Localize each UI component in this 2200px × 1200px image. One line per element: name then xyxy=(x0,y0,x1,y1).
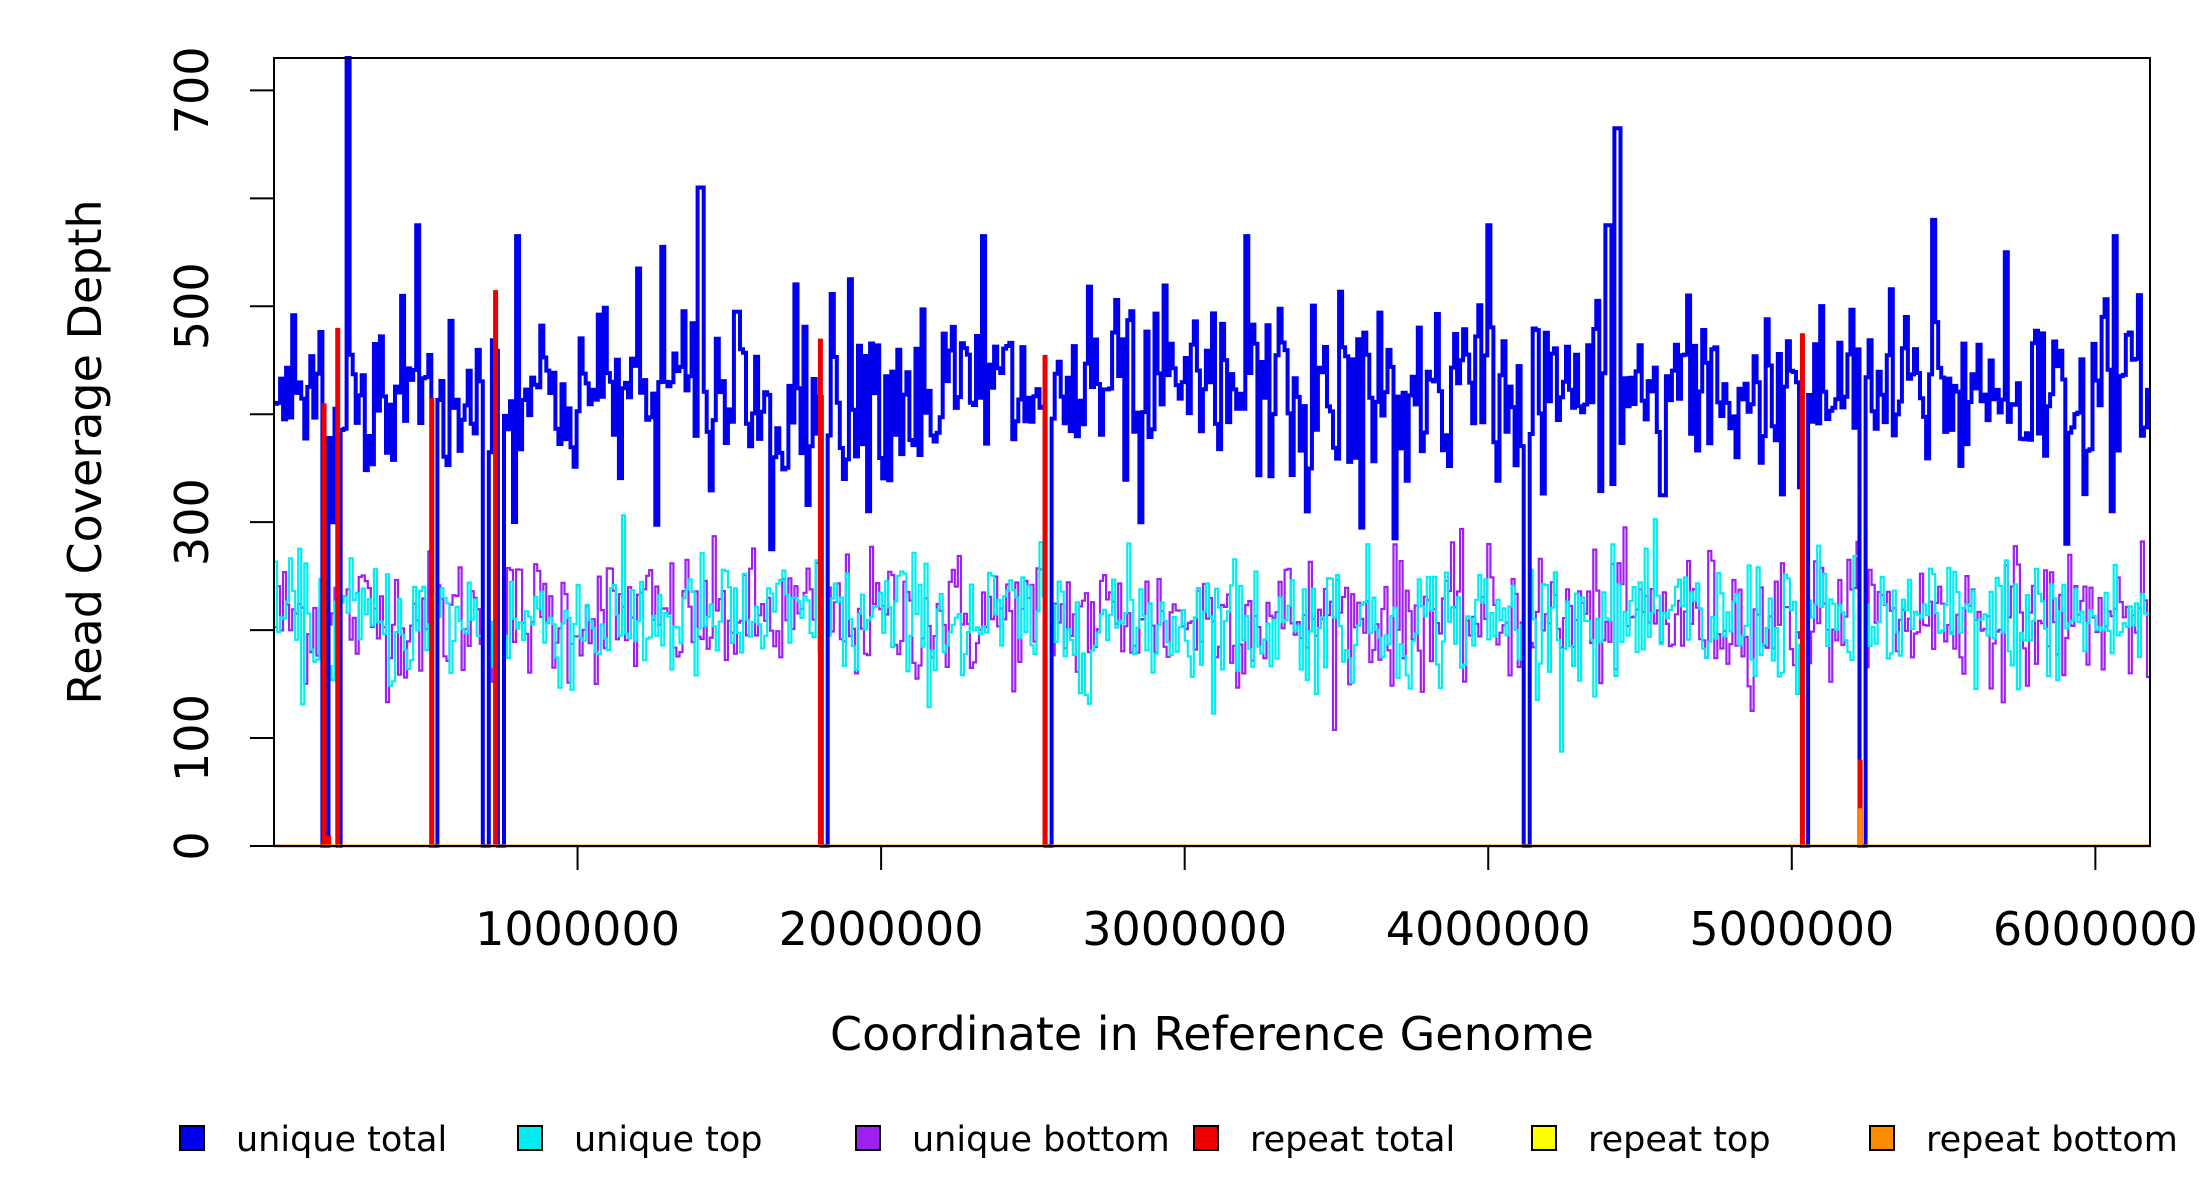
x-tick-label: 2000000 xyxy=(779,902,984,956)
legend: unique total unique top unique bottom repea… xyxy=(179,1120,2178,1160)
y-tick-label: 0 xyxy=(165,831,219,860)
series-layer xyxy=(274,56,2150,848)
series-line-unique-top xyxy=(274,514,2150,848)
x-tick-label: 1000000 xyxy=(475,902,680,956)
plot-frame xyxy=(273,57,2151,847)
x-tick-label: 4000000 xyxy=(1386,902,1591,956)
legend-label-unique-total: unique total xyxy=(236,1120,447,1160)
legend-swatch-repeat-total xyxy=(1193,1125,1219,1151)
y-tick-label: 700 xyxy=(165,46,219,134)
legend-swatch-repeat-bottom xyxy=(1869,1125,1895,1151)
x-tick-label: 5000000 xyxy=(1689,902,1894,956)
legend-swatch-unique-total xyxy=(179,1125,205,1151)
y-tick-label: 100 xyxy=(165,694,219,782)
legend-label-unique-top: unique top xyxy=(574,1120,763,1160)
x-tick-label: 6000000 xyxy=(1993,902,2198,956)
legend-swatch-repeat-top xyxy=(1531,1125,1557,1151)
legend-label-unique-bottom: unique bottom xyxy=(912,1120,1170,1160)
y-axis-title: Read Coverage Depth xyxy=(58,199,112,704)
legend-label-repeat-bottom: repeat bottom xyxy=(1926,1120,2178,1160)
legend-swatch-unique-top xyxy=(517,1125,543,1151)
legend-label-repeat-total: repeat total xyxy=(1250,1120,1455,1160)
y-tick-label: 500 xyxy=(165,262,219,350)
series-line-unique-total xyxy=(274,56,2150,848)
y-tick-label: 300 xyxy=(165,478,219,566)
x-axis-title: Coordinate in Reference Genome xyxy=(830,1007,1594,1061)
legend-swatch-unique-bottom xyxy=(855,1125,881,1151)
axes-layer: 0 100 300 500 700 1000000 2000000 3000000 400000… xyxy=(165,46,2198,956)
legend-label-repeat-top: repeat top xyxy=(1588,1120,1771,1160)
x-tick-label: 3000000 xyxy=(1082,902,1287,956)
